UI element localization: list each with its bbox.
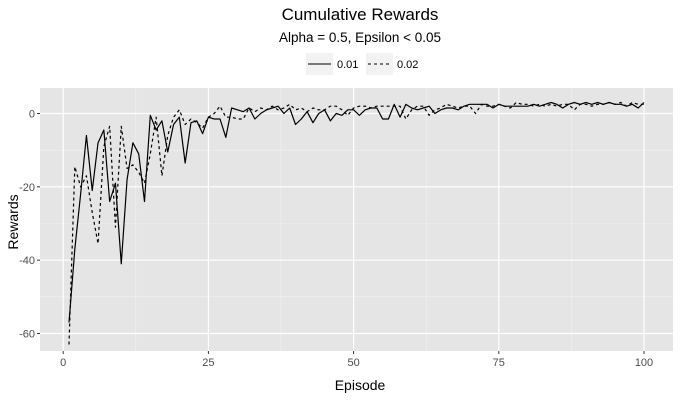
x-tick-label: 100 (635, 357, 653, 369)
axis-ticks: 0 25 50 75 100 -60 -40 -20 0 (19, 109, 653, 370)
grid (40, 88, 673, 351)
series-line-0.02 (68, 101, 644, 345)
chart-title: Cumulative Rewards (282, 5, 439, 24)
chart-subtitle: Alpha = 0.5, Epsilon < 0.05 (279, 30, 441, 45)
legend: 0.01 0.02 (306, 53, 418, 75)
legend-label-0.01: 0.01 (337, 59, 358, 71)
legend-key-0.02 (366, 53, 393, 75)
y-tick-label: -60 (19, 329, 35, 341)
x-tick-label: 0 (60, 357, 66, 369)
y-axis-title: Rewards (5, 194, 21, 249)
legend-label-0.02: 0.02 (397, 59, 418, 71)
series-lines (68, 101, 645, 345)
series-line-0.01 (68, 101, 645, 323)
x-tick-label: 75 (493, 357, 505, 369)
y-tick-label: 0 (29, 109, 35, 121)
plot-panel (40, 88, 673, 351)
x-tick-label: 50 (347, 357, 359, 369)
y-tick-label: -20 (19, 182, 35, 194)
x-axis-title: Episode (335, 377, 386, 393)
y-tick-label: -40 (19, 255, 35, 267)
x-tick-label: 25 (202, 357, 214, 369)
